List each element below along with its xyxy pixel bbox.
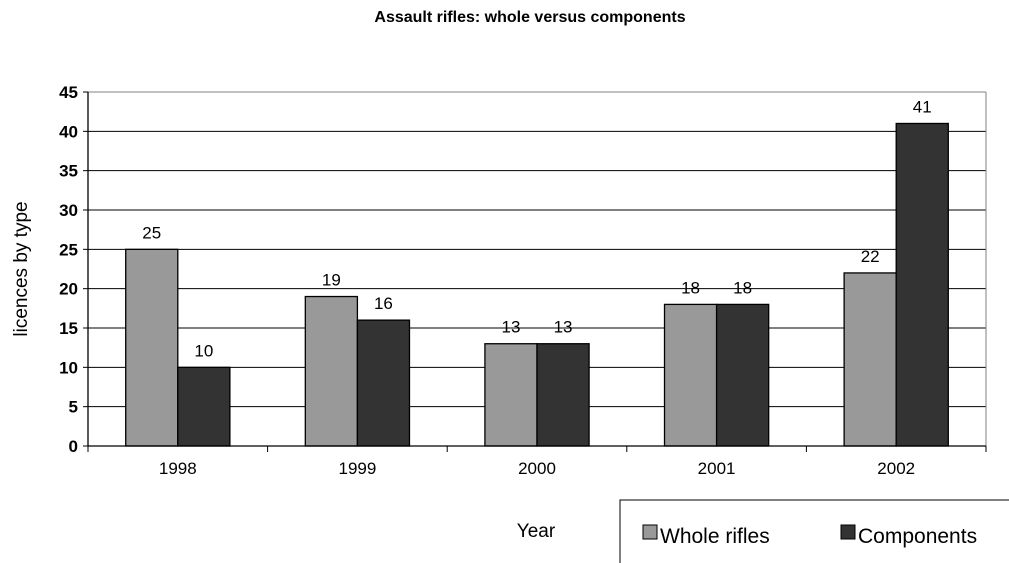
y-tick-label: 30 <box>59 201 78 220</box>
bar-whole-rifles-2000 <box>484 343 538 447</box>
y-axis-label: licences by type <box>11 201 32 336</box>
data-label: 10 <box>194 341 213 360</box>
data-label: 25 <box>142 223 161 242</box>
legend-label: Whole rifles <box>660 525 770 548</box>
y-tick-label: 40 <box>59 122 78 141</box>
y-tick-label: 45 <box>59 83 78 102</box>
y-tick-label: 10 <box>59 358 78 377</box>
data-label: 22 <box>861 247 880 266</box>
y-tick-label: 0 <box>69 437 78 456</box>
x-tick-label: 2001 <box>698 459 736 478</box>
data-label: 13 <box>554 318 573 337</box>
bar-components-2000 <box>536 343 590 447</box>
bar-components-2001 <box>715 303 770 447</box>
chart-title: Assault rifles: whole versus components <box>374 9 685 26</box>
bar-whole-rifles-1998 <box>125 248 179 447</box>
data-label: 18 <box>681 278 700 297</box>
legend-swatch-whole-rifles <box>642 524 658 540</box>
legend-label: Components <box>858 525 977 548</box>
bar-whole-rifles-2002 <box>843 272 897 447</box>
x-tick-label: 2002 <box>877 459 915 478</box>
bar-whole-rifles-1999 <box>304 295 359 447</box>
plot-area: 0 5 10 15 20 25 30 35 40 45 25 10 1998 19 16 1999 13 13 20… <box>59 83 987 478</box>
data-label: 16 <box>374 294 393 313</box>
bar-components-1999 <box>356 319 411 447</box>
legend-swatch-components <box>840 524 856 540</box>
x-tick-label: 1998 <box>159 459 197 478</box>
y-tick-label: 15 <box>59 319 78 338</box>
bar-components-1998 <box>177 366 231 447</box>
data-label: 18 <box>733 278 752 297</box>
y-tick-label: 20 <box>59 280 78 299</box>
y-tick-label: 35 <box>59 162 78 181</box>
data-label: 41 <box>913 97 932 116</box>
legend: Whole rifles Components <box>619 499 1009 563</box>
y-tick-label: 5 <box>69 398 78 417</box>
x-tick-label: 2000 <box>518 459 556 478</box>
data-label: 19 <box>322 271 341 290</box>
bar-whole-rifles-2001 <box>663 303 718 447</box>
data-label: 13 <box>501 318 520 337</box>
x-axis-label: Year <box>517 521 556 542</box>
legend-border <box>619 499 1009 563</box>
x-tick-label: 1999 <box>338 459 376 478</box>
y-tick-label: 25 <box>59 240 78 259</box>
bar-components-2002 <box>895 122 949 447</box>
